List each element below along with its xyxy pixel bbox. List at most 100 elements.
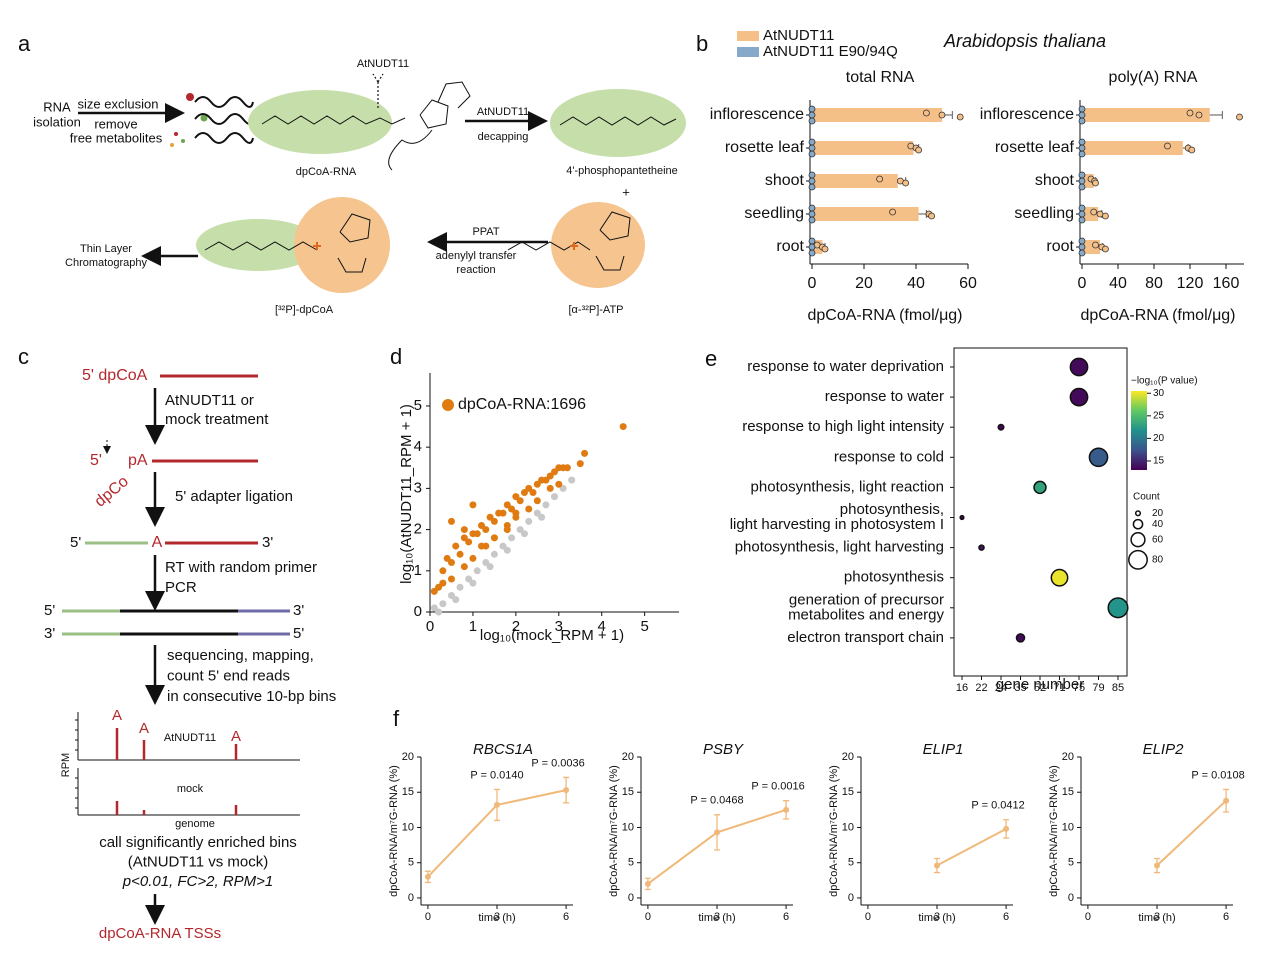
label: decapping: [478, 131, 529, 143]
x-tick-label: 6: [1223, 911, 1229, 923]
label: isolation: [33, 114, 81, 129]
data-point: [538, 513, 546, 521]
x-tick-label: 52: [1034, 682, 1046, 694]
data-point: [808, 150, 816, 158]
data-point: [1195, 111, 1203, 119]
x-tick-label: 3: [494, 911, 500, 923]
data-point: [473, 567, 481, 575]
panel-c-shapes: [62, 374, 300, 925]
label: 5': [70, 534, 81, 551]
data-point: [956, 113, 964, 121]
chart-title: poly(A) RNA: [1109, 69, 1198, 86]
bar: [812, 108, 942, 122]
chart-title: RBCS1A: [473, 741, 533, 758]
x-tick-label: 80: [1145, 275, 1163, 292]
x-tick-label: 120: [1177, 275, 1204, 292]
annotation: P = 0.0412: [971, 800, 1024, 812]
bubble: [959, 514, 965, 521]
x-axis-label: log₁₀(mock_RPM + 1): [480, 627, 624, 644]
y-tick-label: 20: [402, 751, 414, 763]
data-point: [808, 111, 816, 119]
label: 5': [44, 602, 55, 619]
panel-label: e: [705, 346, 717, 371]
bubble: [1107, 597, 1129, 619]
bar: [812, 141, 914, 155]
data-point: [469, 579, 477, 587]
data-point: [1078, 105, 1086, 113]
label: 5' dpCoA: [82, 367, 148, 384]
label: A: [152, 534, 163, 551]
data-point: [808, 117, 816, 125]
label: PCR: [165, 579, 197, 596]
data-point: [533, 497, 541, 505]
data-point: [1078, 210, 1086, 218]
data-point: [1090, 208, 1098, 216]
label: 3': [293, 602, 304, 619]
x-tick-label: 6: [783, 911, 789, 923]
label: RNA: [43, 99, 71, 114]
data-point: [1078, 216, 1086, 224]
data-point: [808, 210, 816, 218]
label: remove: [94, 116, 137, 131]
data-point: [460, 526, 468, 534]
data-point: [1078, 150, 1086, 158]
panel-label: b: [696, 31, 708, 56]
y-tick-label: response to high light intensity: [742, 418, 944, 435]
label: AtNUDT11: [357, 58, 409, 70]
series-line: [1156, 799, 1227, 867]
y-tick-label: 15: [402, 786, 414, 798]
y-tick-label: 10: [402, 821, 414, 833]
data-point: [486, 563, 494, 571]
legend-swatch: [737, 31, 759, 41]
data-point: [503, 526, 511, 534]
label: pA: [128, 452, 148, 469]
y-tick-label: 2: [414, 521, 422, 538]
data-point: [447, 575, 455, 583]
x-tick-label: 160: [1213, 275, 1240, 292]
colorbar-tick-label: 25: [1153, 410, 1165, 421]
data-point: [435, 608, 443, 616]
y-tick-label: 20: [622, 751, 634, 763]
size-legend-marker: [1132, 518, 1144, 530]
y-tick-label: root: [776, 238, 804, 255]
annotation: P = 0.0468: [690, 795, 743, 807]
y-tick-label: 0: [1068, 892, 1074, 904]
label: 5': [90, 452, 102, 469]
bar: [812, 174, 898, 188]
y-axis-label: dpCoA-RNA/m⁷G-RNA (%): [828, 765, 840, 897]
y-tick-label: 5: [1068, 857, 1074, 869]
label: A: [231, 728, 241, 745]
y-tick-label: 20: [1062, 751, 1074, 763]
y-tick-label: response to cold: [834, 448, 944, 465]
y-tick-label: inflorescence: [980, 106, 1074, 123]
label: A: [139, 720, 149, 737]
y-tick-label: 10: [842, 821, 854, 833]
bubble: [1050, 568, 1069, 587]
y-tick-label: 5: [848, 857, 854, 869]
y-tick-label: 15: [1062, 786, 1074, 798]
data-point: [934, 862, 940, 869]
annotation: P = 0.0016: [751, 781, 804, 793]
bubble: [1015, 633, 1026, 643]
x-tick-label: 3: [1154, 911, 1160, 923]
colorbar-title: −log₁₀(P value): [1131, 376, 1198, 387]
y-tick-label: 3: [414, 479, 422, 496]
label: RPM: [60, 753, 72, 777]
data-point: [576, 460, 584, 468]
y-tick-label: 15: [622, 786, 634, 798]
y-tick-label: 0: [848, 892, 854, 904]
y-tick-label: 0: [628, 892, 634, 904]
y-tick-label: 10: [622, 821, 634, 833]
x-axis-label: time (h): [698, 912, 735, 924]
y-tick-label: rosette leaf: [725, 139, 805, 156]
data-point: [1236, 113, 1243, 121]
label: [³²P]-dpCoA: [275, 304, 334, 316]
data-point: [1092, 179, 1099, 187]
plot-frame: [953, 347, 1128, 677]
x-axis-label: time (h): [478, 912, 515, 924]
x-tick-label: 71: [1053, 682, 1065, 694]
y-tick-label: metabolites and energy: [788, 606, 944, 623]
bubble: [978, 544, 985, 551]
x-tick-label: 22: [975, 682, 987, 694]
data-point: [490, 550, 498, 558]
